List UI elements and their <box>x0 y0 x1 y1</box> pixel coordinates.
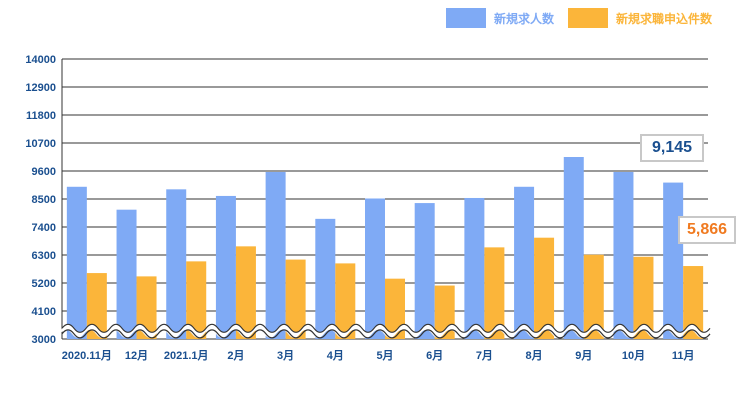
legend-item-applications: 新規求職申込件数 <box>567 8 712 28</box>
x-tick-label: 5月 <box>376 349 393 362</box>
y-tick-label: 9600 <box>32 166 56 178</box>
bar-applications <box>534 237 555 339</box>
bar-job-openings <box>613 172 634 339</box>
bar-job-openings <box>66 186 87 339</box>
bar-applications <box>186 261 207 339</box>
y-tick-label: 10700 <box>25 138 56 150</box>
chart-legend: 新規求人数 新規求職申込件数 <box>445 8 712 28</box>
bar-applications <box>335 263 356 339</box>
bar-applications <box>484 247 505 339</box>
y-tick-label: 11800 <box>26 110 56 122</box>
bar-job-openings <box>414 203 435 339</box>
bar-job-openings <box>166 189 187 339</box>
axis-break-band <box>60 324 710 338</box>
legend-label-job-openings: 新規求人数 <box>493 11 554 26</box>
y-tick-label: 8500 <box>32 194 56 206</box>
legend-item-job-openings: 新規求人数 <box>445 8 554 28</box>
x-tick-label: 8月 <box>526 349 543 362</box>
bar-job-openings <box>514 186 535 339</box>
bar-job-openings <box>116 209 137 339</box>
y-tick-label: 12900 <box>25 82 56 94</box>
bar-job-openings <box>563 157 584 339</box>
bar-job-openings <box>464 197 485 339</box>
x-tick-label: 2021.1月 <box>164 349 209 362</box>
y-tick-label: 6300 <box>32 250 56 262</box>
x-tick-label: 10月 <box>622 349 645 362</box>
x-tick-label: 4月 <box>327 349 344 362</box>
bar-applications <box>633 256 654 339</box>
legend-swatch-applications <box>567 8 608 28</box>
x-tick-label: 11月 <box>672 349 695 362</box>
bar-applications <box>136 276 157 339</box>
bar-job-openings <box>365 198 385 339</box>
y-tick-label: 5200 <box>32 278 56 290</box>
bar-applications <box>86 273 107 339</box>
y-tick-label: 3000 <box>32 334 56 346</box>
bar-job-openings <box>265 172 286 339</box>
x-tick-label: 3月 <box>277 349 294 362</box>
bar-applications <box>285 259 306 339</box>
legend-swatch-job-openings <box>445 8 486 28</box>
x-tick-label: 6月 <box>426 349 443 362</box>
bar-applications <box>683 266 704 339</box>
callout-latest-applications: 5,866 <box>678 216 736 244</box>
axis-break-line-bottom <box>61 329 711 339</box>
bar-job-openings <box>215 195 236 339</box>
x-tick-label: 12月 <box>125 349 148 362</box>
legend-label-applications: 新規求職申込件数 <box>615 11 712 26</box>
x-tick-label: 7月 <box>476 349 493 362</box>
axis-break-line-top <box>61 323 711 333</box>
bar-applications <box>385 278 405 339</box>
bar-job-openings <box>315 218 336 339</box>
x-tick-label: 9月 <box>575 349 592 362</box>
callout-latest-job-openings: 9,145 <box>640 134 704 162</box>
bar-job-openings <box>663 182 684 339</box>
y-tick-label: 14000 <box>25 54 56 66</box>
bar-applications <box>583 254 604 339</box>
y-tick-label: 7400 <box>32 222 56 234</box>
x-tick-label: 2020.11月 <box>62 349 112 362</box>
bar-applications <box>235 246 256 339</box>
y-tick-label: 4100 <box>32 306 56 318</box>
x-tick-label: 2月 <box>227 349 244 362</box>
